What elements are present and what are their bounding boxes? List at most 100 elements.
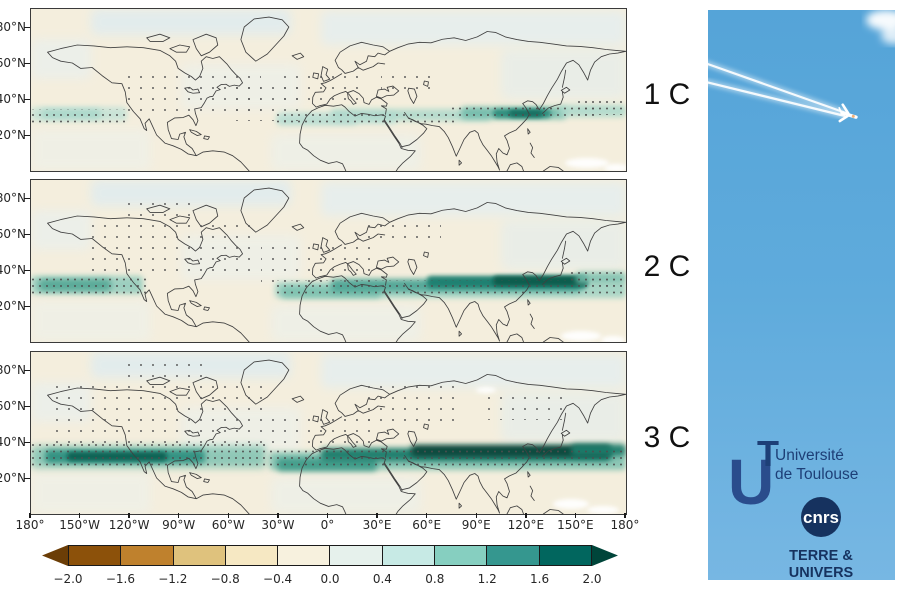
field-mottle (271, 305, 421, 342)
field-mottle (91, 9, 291, 35)
field-mottle (321, 354, 626, 388)
colorbar-tick-label: 0.4 (372, 572, 392, 586)
colorbar-under-arrow (42, 545, 68, 566)
stipple-region-sparse (361, 216, 441, 246)
map-panel-1c (30, 8, 627, 172)
colorbar-tick-label: 0.0 (320, 572, 340, 586)
stipple-region-sparse (86, 222, 256, 280)
stipple-region-sparse (269, 410, 379, 446)
y-tick-label: 20°N (0, 128, 26, 142)
x-tick-mark (624, 513, 626, 518)
university-text-line1: Université (775, 447, 844, 464)
terre-univers-label: TERRE & UNIVERS (789, 548, 854, 580)
stipple-region-sparse (121, 360, 211, 384)
stipple-region (31, 109, 127, 123)
field-mottle (501, 49, 626, 99)
y-tick-mark (24, 135, 30, 137)
x-tick-label: 180° (15, 518, 45, 532)
org-text-line2: UNIVERS (789, 565, 854, 580)
contrails (708, 60, 848, 119)
cnrs-logo: cnrs (801, 497, 841, 537)
universite-toulouse-logo: U T Université de Toulouse (728, 433, 858, 518)
x-tick-mark (425, 513, 428, 518)
field-mottle (501, 220, 626, 270)
colorbar-tick-label: −0.8 (210, 572, 240, 586)
y-tick-label: 60°N (0, 56, 26, 70)
map-panel-3c (30, 351, 627, 515)
x-tick-mark (277, 513, 279, 518)
map-canvas-1c (31, 9, 626, 171)
panel-label-1c: 1 C (643, 78, 691, 111)
cnrs-logo-text: cnrs (803, 508, 839, 527)
data-gap-patch (565, 158, 609, 168)
map-panel-2c (30, 179, 627, 343)
colorbar-over-arrow (592, 545, 618, 566)
x-tick-mark (178, 513, 180, 518)
colorbar-tick-label: −1.6 (105, 572, 135, 586)
field-mottle (31, 210, 91, 250)
y-tick-mark (24, 99, 30, 101)
university-text-line2: de Toulouse (775, 466, 858, 483)
colorbar-tick-label: 0.8 (425, 572, 445, 586)
field-mottle (31, 300, 151, 342)
stipple-region (571, 270, 626, 286)
colorbar-tick-label: 2.0 (582, 572, 602, 586)
x-tick-mark (525, 513, 527, 518)
data-gap-patch (553, 499, 589, 509)
contrail-photo: U T Université de Toulouse cnrs TERRE & … (708, 10, 895, 580)
panel-label-2c: 2 C (643, 250, 691, 283)
data-gap-patch (587, 506, 619, 514)
y-tick-label: 60°N (0, 227, 26, 241)
colorbar-tick-label: 1.6 (530, 572, 550, 586)
data-gap-patch (476, 387, 496, 393)
colorbar-segment (486, 546, 539, 565)
map-canvas-2c (31, 180, 626, 342)
stipple-region (31, 444, 266, 468)
y-tick-mark (24, 270, 30, 272)
stipple-region (277, 111, 457, 124)
x-tick-mark (574, 513, 577, 518)
y-tick-mark (24, 63, 30, 65)
y-tick-label: 20°N (0, 299, 26, 313)
x-tick-label: 150°W (59, 518, 100, 532)
x-tick-label: 30°W (261, 518, 295, 532)
y-tick-label: 40°N (0, 435, 26, 449)
x-tick-label: 120°E (507, 518, 545, 532)
x-tick-mark (227, 513, 230, 518)
colorbar-segment (381, 546, 435, 565)
y-tick-mark (24, 306, 30, 308)
y-tick-label: 60°N (0, 399, 26, 413)
org-text-line1: TERRE & (789, 548, 853, 564)
stipple-region-sparse (261, 240, 371, 282)
field-mottle (271, 134, 421, 171)
field-mottle (321, 182, 626, 216)
y-tick-mark (24, 234, 30, 236)
colorbar-segment (120, 546, 173, 565)
colorbar-segment (224, 546, 278, 565)
y-tick-label: 80°N (0, 191, 26, 205)
colorbar-tick-label: 1.2 (477, 572, 497, 586)
x-tick-mark (29, 513, 31, 518)
colorbar-segment (538, 546, 591, 565)
cloud (866, 10, 895, 44)
x-tick-label: 90°E (461, 518, 491, 532)
x-tick-mark (326, 513, 329, 518)
x-tick-label: 120°W (108, 518, 150, 532)
y-tick-mark (24, 370, 30, 372)
field-mottle (271, 477, 421, 514)
x-tick-mark (128, 513, 130, 518)
x-tick-label: 60°W (211, 518, 245, 532)
data-gap-patch (604, 164, 626, 171)
data-gap-patch (601, 336, 625, 342)
y-tick-label: 40°N (0, 92, 26, 106)
colorbar-tick-label: −2.0 (53, 572, 83, 586)
y-tick-mark (24, 27, 30, 29)
field-mottle (31, 129, 151, 171)
stipple-region-sparse (486, 392, 566, 420)
panel-label-3c: 3 C (643, 421, 691, 454)
airplane-icon (838, 103, 858, 123)
x-tick-label: 90°W (162, 518, 196, 532)
y-tick-label: 80°N (0, 363, 26, 377)
colorbar-segment (69, 546, 121, 565)
